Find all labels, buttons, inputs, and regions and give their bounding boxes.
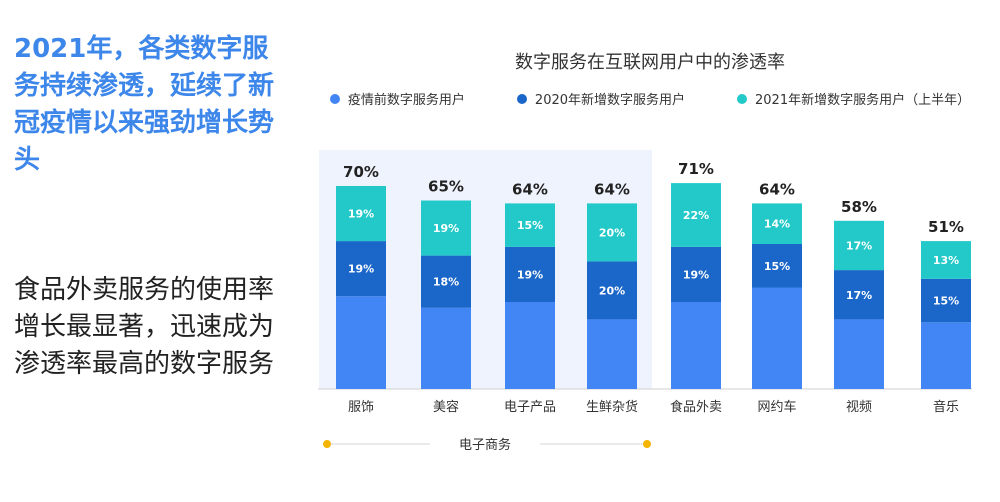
bar-segment-0-4 (671, 302, 721, 389)
bar-segment-1-2 (505, 246, 555, 302)
legend-label-pre-pandemic: 疫情前数字服务用户 (347, 93, 465, 108)
bar-segment-0-7 (921, 322, 971, 389)
bar-segment-2-3 (587, 203, 637, 262)
bar-total-3: 64% (594, 180, 630, 198)
bar-segment-2-2 (505, 203, 555, 247)
headline: 2021年，各类数字服务持续渗透，延续了新冠疫情以来强劲增长势头 (14, 34, 275, 175)
category-label-0: 服饰 (348, 400, 374, 415)
bar-segment-0-6 (834, 319, 884, 389)
bar-segment-1-3 (587, 261, 637, 320)
group-marker-left (323, 440, 331, 448)
bar-segment-1-7 (921, 278, 971, 323)
bar-segment-2-7 (921, 241, 971, 279)
bar-label-1-6: 17% (846, 289, 872, 302)
bar-label-1-1: 18% (433, 276, 459, 289)
bar-segment-1-4 (671, 246, 721, 302)
bar-segment-2-1 (421, 200, 471, 256)
bar-segment-1-1 (421, 255, 471, 308)
bar-label-2-3: 20% (599, 226, 625, 239)
bar-segment-1-0 (336, 241, 386, 297)
bar-segment-0-3 (587, 319, 637, 389)
bar-total-1: 65% (428, 178, 464, 196)
chart-legend: 疫情前数字服务用户 2020年新增数字服务用户 2021年新增数字服务用户（上半… (329, 89, 970, 108)
legend-item-pre-pandemic: 疫情前数字服务用户 (329, 89, 465, 108)
bar-total-2: 64% (512, 180, 548, 198)
bar-segment-0-1 (421, 307, 471, 389)
bar-total-5: 64% (759, 180, 795, 198)
bar-total-0: 70% (343, 163, 379, 181)
category-label-5: 网约车 (757, 399, 796, 415)
bar-segment-0-0 (336, 296, 386, 389)
category-label-6: 视频 (846, 400, 872, 415)
bar-label-1-2: 19% (517, 268, 543, 281)
bar-label-1-0: 19% (348, 263, 374, 276)
bar-segment-2-6 (834, 220, 884, 271)
bar-segment-1-5 (752, 244, 802, 288)
category-label-2: 电子产品 (504, 400, 556, 415)
bar-total-6: 58% (841, 198, 877, 216)
bar-segment-0-5 (752, 287, 802, 389)
bar-segment-2-0 (336, 186, 386, 242)
chart-title: 数字服务在互联网用户中的渗透率 (515, 52, 785, 73)
category-label-3: 生鲜杂货 (586, 399, 638, 415)
subtext: 食品外卖服务的使用率增长最显著，迅速成为渗透率最高的数字服务 (14, 275, 275, 379)
bar-segment-2-4 (671, 183, 721, 247)
bar-label-2-4: 22% (683, 209, 709, 222)
bar-label-1-3: 20% (599, 284, 625, 297)
legend-swatch-pre-pandemic (329, 93, 340, 104)
bar-label-2-0: 19% (348, 208, 374, 221)
bar-label-2-7: 13% (933, 254, 959, 267)
bar-segment-0-2 (505, 302, 555, 389)
legend-swatch-new-2021 (737, 93, 748, 104)
bar-total-4: 71% (678, 160, 714, 178)
legend-item-new-2020: 2020年新增数字服务用户 (516, 89, 686, 108)
bar-label-1-7: 15% (933, 295, 959, 308)
bar-label-2-1: 19% (433, 222, 459, 235)
legend-label-new-2021: 2021年新增数字服务用户（上半年） (755, 93, 971, 108)
category-label-1: 美容 (433, 399, 459, 415)
bar-label-1-5: 15% (764, 260, 790, 273)
group-marker-right (643, 440, 651, 448)
bar-segment-2-5 (752, 203, 802, 244)
legend-label-new-2020: 2020年新增数字服务用户 (534, 93, 686, 108)
bar-label-2-5: 14% (764, 218, 790, 231)
bar-segment-1-6 (834, 270, 884, 320)
legend-item-new-2021: 2021年新增数字服务用户（上半年） (737, 89, 970, 108)
bar-label-2-6: 17% (846, 239, 872, 252)
bar-label-1-4: 19% (683, 268, 709, 281)
bar-total-7: 51% (928, 218, 964, 236)
legend-swatch-new-2020 (516, 93, 527, 104)
bar-label-2-2: 15% (517, 219, 543, 232)
category-label-4: 食品外卖 (670, 399, 722, 415)
category-label-7: 音乐 (933, 399, 959, 415)
group-label: 电子商务 (459, 437, 511, 453)
